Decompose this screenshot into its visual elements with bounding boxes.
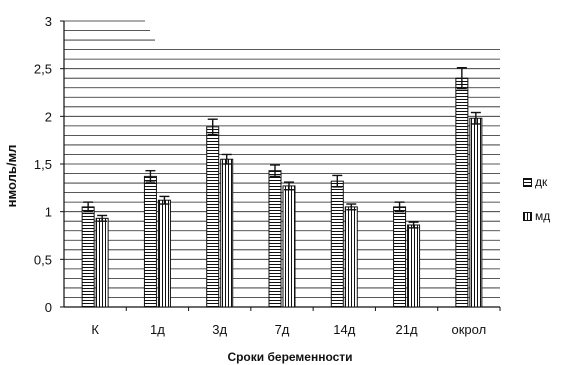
legend-swatch-horizontal-icon (523, 177, 532, 187)
bar-md (282, 185, 296, 308)
y-tick-label: 2 (45, 109, 52, 124)
bar-dk (81, 206, 95, 308)
x-axis-label: Сроки беременности (227, 350, 352, 364)
bar-dk (393, 206, 407, 308)
bar-dk (330, 180, 344, 308)
x-tick-label: 1д (150, 322, 165, 337)
y-tick-label: 1,5 (34, 157, 52, 172)
x-tick-label: К (91, 322, 99, 337)
y-tick-label: 2,5 (34, 62, 52, 77)
tick-labels: 0 0,5 1 1,5 2 2,5 3 К 1д 3д 7д 14д 21д окрол (34, 14, 486, 337)
y-tick-label: 0 (45, 300, 52, 315)
legend-label-md: мд (535, 209, 551, 223)
bar-dk (206, 126, 220, 308)
bar-md (95, 217, 109, 308)
bar-md (469, 117, 483, 308)
bars (81, 67, 483, 308)
bar-dk (143, 175, 157, 308)
legend-label-dk: дк (535, 175, 548, 189)
bar-md (407, 224, 421, 308)
x-tick-label: окрол (452, 322, 487, 337)
y-tick-label: 1 (45, 205, 52, 220)
bar-md (220, 158, 234, 308)
y-tick-label: 0,5 (34, 252, 52, 267)
bar-dk (455, 77, 469, 308)
legend-swatch-vertical-icon (523, 211, 532, 221)
x-tick-label: 3д (212, 322, 227, 337)
bar-md (157, 199, 171, 308)
axes (60, 20, 501, 311)
x-tick-label: 7д (275, 322, 290, 337)
gridlines (64, 20, 500, 298)
legend-item-dk: дк (523, 175, 547, 189)
x-tick-label: 14д (333, 322, 355, 337)
legend-item-md: мд (523, 209, 550, 223)
bar-md (344, 206, 358, 308)
bar-dk (268, 170, 282, 308)
y-tick-label: 3 (45, 14, 52, 29)
y-axis-label: нмоль/мл (4, 145, 19, 208)
x-tick-label: 21д (396, 322, 418, 337)
